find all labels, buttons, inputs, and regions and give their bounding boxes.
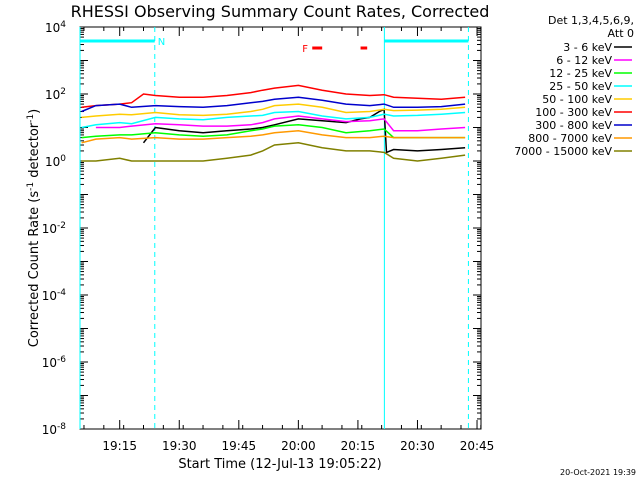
series-line-0 <box>142 108 466 154</box>
series-line-3 <box>81 110 466 129</box>
x-tick-label: 20:00 <box>281 439 316 453</box>
x-tick-label: 19:45 <box>222 439 257 453</box>
legend-label-7: 800 - 7000 keV <box>528 132 612 145</box>
y-tick-label: 102 <box>45 87 66 102</box>
series-line-4 <box>81 103 466 119</box>
y-tick-label: 100 <box>45 154 66 169</box>
generation-timestamp: 20-Oct-2021 19:39 <box>560 468 636 477</box>
flag-f-label: F <box>302 44 308 55</box>
y-tick-label: 104 <box>45 20 66 35</box>
legend-header-detectors: Det 1,3,4,5,6,9, <box>548 14 634 27</box>
x-tick-label: 19:15 <box>102 439 137 453</box>
legend-label-2: 12 - 25 keV <box>549 67 612 80</box>
y-tick-label: 10-8 <box>42 422 67 437</box>
series-line-7 <box>81 129 466 144</box>
series-line-1 <box>95 115 466 132</box>
y-axis: 104 102 100 10-2 10-4 10-6 10-8 <box>42 20 481 437</box>
series-line-5 <box>81 84 466 109</box>
series-line-2 <box>81 124 466 139</box>
legend-header-attenuator: Att 0 <box>608 27 634 40</box>
x-tick-label: 19:30 <box>162 439 197 453</box>
legend-label-1: 6 - 12 keV <box>556 54 612 67</box>
y-axis-label: Corrected Count Rate (s-1 detector-1) <box>26 109 42 347</box>
legend-label-8: 7000 - 15000 keV <box>514 145 612 158</box>
series-line-6 <box>81 96 466 113</box>
chart-title: RHESSI Observing Summary Count Rates, Co… <box>71 2 490 21</box>
legend-label-6: 300 - 800 keV <box>535 119 612 132</box>
x-tick-label: 20:30 <box>400 439 435 453</box>
y-tick-label: 10-6 <box>42 355 67 370</box>
series-line-8 <box>81 142 466 162</box>
series-lines <box>81 84 466 162</box>
legend-label-0: 3 - 6 keV <box>563 41 612 54</box>
x-axis-label: Start Time (12-Jul-13 19:05:22) <box>178 457 381 472</box>
x-tick-label: 20:15 <box>341 439 376 453</box>
y-tick-label: 10-2 <box>42 221 66 236</box>
state-flags: NF <box>80 37 469 55</box>
legend-label-3: 25 - 50 keV <box>549 80 612 93</box>
flag-n-label: N <box>158 37 165 48</box>
legend-label-5: 100 - 300 keV <box>535 106 612 119</box>
legend-label-4: 50 - 100 keV <box>542 93 612 106</box>
y-tick-label: 10-4 <box>42 288 67 303</box>
x-axis: 19:15 19:30 19:45 20:00 20:15 20:30 20:45 <box>83 27 495 453</box>
x-tick-label: 20:45 <box>460 439 495 453</box>
